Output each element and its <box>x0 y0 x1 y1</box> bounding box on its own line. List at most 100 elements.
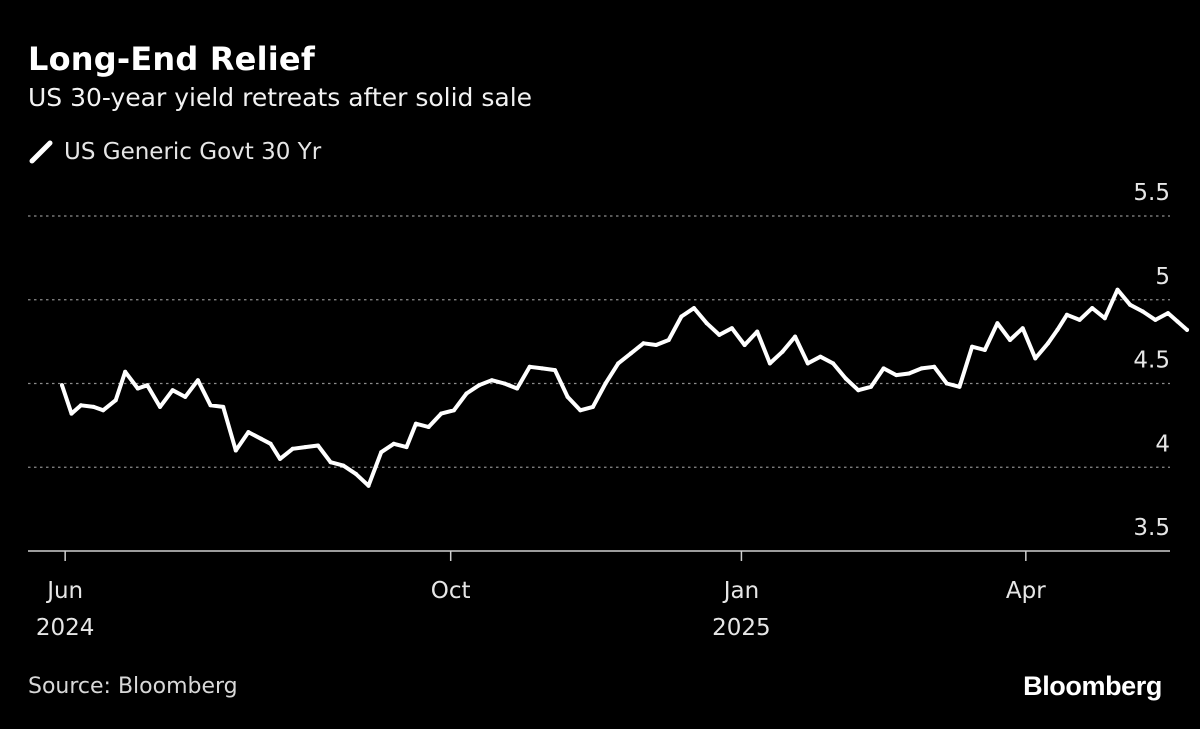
data-point <box>208 403 213 408</box>
data-point <box>278 456 282 461</box>
data-point <box>328 460 333 465</box>
data-point <box>641 341 646 346</box>
x-tick-label: Oct <box>431 578 471 604</box>
data-point <box>932 364 937 369</box>
data-point <box>515 386 520 391</box>
data-point <box>60 383 64 388</box>
data-point <box>135 386 140 391</box>
data-point <box>246 430 251 435</box>
data-point <box>91 404 96 409</box>
data-point <box>919 366 924 371</box>
y-tick-label: 4 <box>1155 431 1170 457</box>
data-point <box>982 348 987 352</box>
data-point <box>616 361 621 366</box>
y-axis: 5.5 5 4.5 4 3.5 <box>1133 180 1170 541</box>
data-point <box>793 334 798 339</box>
data-point <box>79 403 83 408</box>
data-point <box>123 369 128 374</box>
data-point <box>894 373 899 378</box>
x-tick-label: Jun <box>45 578 83 604</box>
data-point <box>145 383 150 388</box>
data-point <box>818 354 823 359</box>
data-point <box>391 441 396 446</box>
data-point <box>843 376 848 381</box>
data-point <box>101 408 106 413</box>
legend: US Generic Govt 30 Yr <box>28 139 321 165</box>
data-point <box>259 436 264 441</box>
data-point <box>767 361 772 366</box>
grid-layer <box>28 215 1170 468</box>
data-point <box>221 404 226 409</box>
x-tick-label: Apr <box>1006 578 1046 604</box>
data-point <box>1153 317 1158 322</box>
data-point <box>379 450 384 455</box>
data-point <box>413 421 418 426</box>
data-point <box>268 441 273 446</box>
chart-subtitle: US 30-year yield retreats after solid sa… <box>28 83 533 112</box>
data-point <box>69 411 74 416</box>
data-point <box>1102 316 1107 321</box>
x-tick-year-label: 2025 <box>712 615 771 641</box>
data-point <box>856 388 861 393</box>
legend-line-icon <box>28 139 54 165</box>
data-point <box>628 351 633 356</box>
bloomberg-logo: Bloomberg <box>1023 671 1162 701</box>
data-point <box>477 383 482 388</box>
data-point <box>451 408 456 413</box>
data-point <box>1008 338 1012 342</box>
data-point <box>183 394 188 399</box>
data-point <box>957 384 962 389</box>
data-point <box>553 368 557 373</box>
data-point <box>603 381 608 386</box>
data-point <box>1090 306 1095 311</box>
data-point <box>831 361 836 366</box>
data-point <box>195 378 200 383</box>
legend-series-label: US Generic Govt 30 Yr <box>64 139 322 165</box>
data-point <box>906 371 911 376</box>
data-point <box>729 326 734 331</box>
data-point <box>316 443 320 448</box>
x-tick-label: Jan <box>722 578 759 604</box>
x-axis <box>28 550 1170 561</box>
data-point <box>113 398 118 403</box>
data-point <box>1128 302 1133 307</box>
data-point <box>426 425 431 429</box>
source-note: Source: Bloomberg <box>28 674 238 699</box>
data-point <box>1166 311 1170 316</box>
x-tick-year-label: 2024 <box>36 615 95 641</box>
data-point <box>158 404 162 409</box>
data-point <box>439 411 444 416</box>
series-line-0 <box>60 287 1189 488</box>
data-point <box>502 381 507 386</box>
data-point <box>692 306 696 311</box>
data-point <box>666 338 671 342</box>
data-point <box>881 366 886 371</box>
data-point <box>464 391 469 396</box>
data-point <box>717 332 722 337</box>
y-tick-label: 3.5 <box>1133 515 1170 541</box>
data-point <box>1185 327 1189 332</box>
data-point <box>654 343 659 347</box>
y-tick-label: 5 <box>1155 264 1170 290</box>
data-point <box>366 483 371 488</box>
data-point <box>233 448 238 453</box>
data-point <box>590 404 595 409</box>
data-point <box>742 343 747 347</box>
data-point <box>1020 326 1025 331</box>
data-point <box>869 384 873 389</box>
data-point <box>755 329 760 334</box>
data-point <box>679 314 684 319</box>
data-point <box>565 394 570 399</box>
y-tick-label: 5.5 <box>1133 180 1170 206</box>
data-point <box>341 463 346 468</box>
data-point <box>995 321 1000 326</box>
x-axis-labels: Jun 2024 Oct Jan 2025 Apr <box>36 578 1046 641</box>
data-point <box>489 378 494 383</box>
data-point <box>944 381 949 386</box>
data-point <box>970 344 975 349</box>
data-point <box>1033 356 1038 361</box>
data-point <box>1077 317 1082 322</box>
data-point <box>1046 341 1050 346</box>
data-point <box>704 321 709 326</box>
